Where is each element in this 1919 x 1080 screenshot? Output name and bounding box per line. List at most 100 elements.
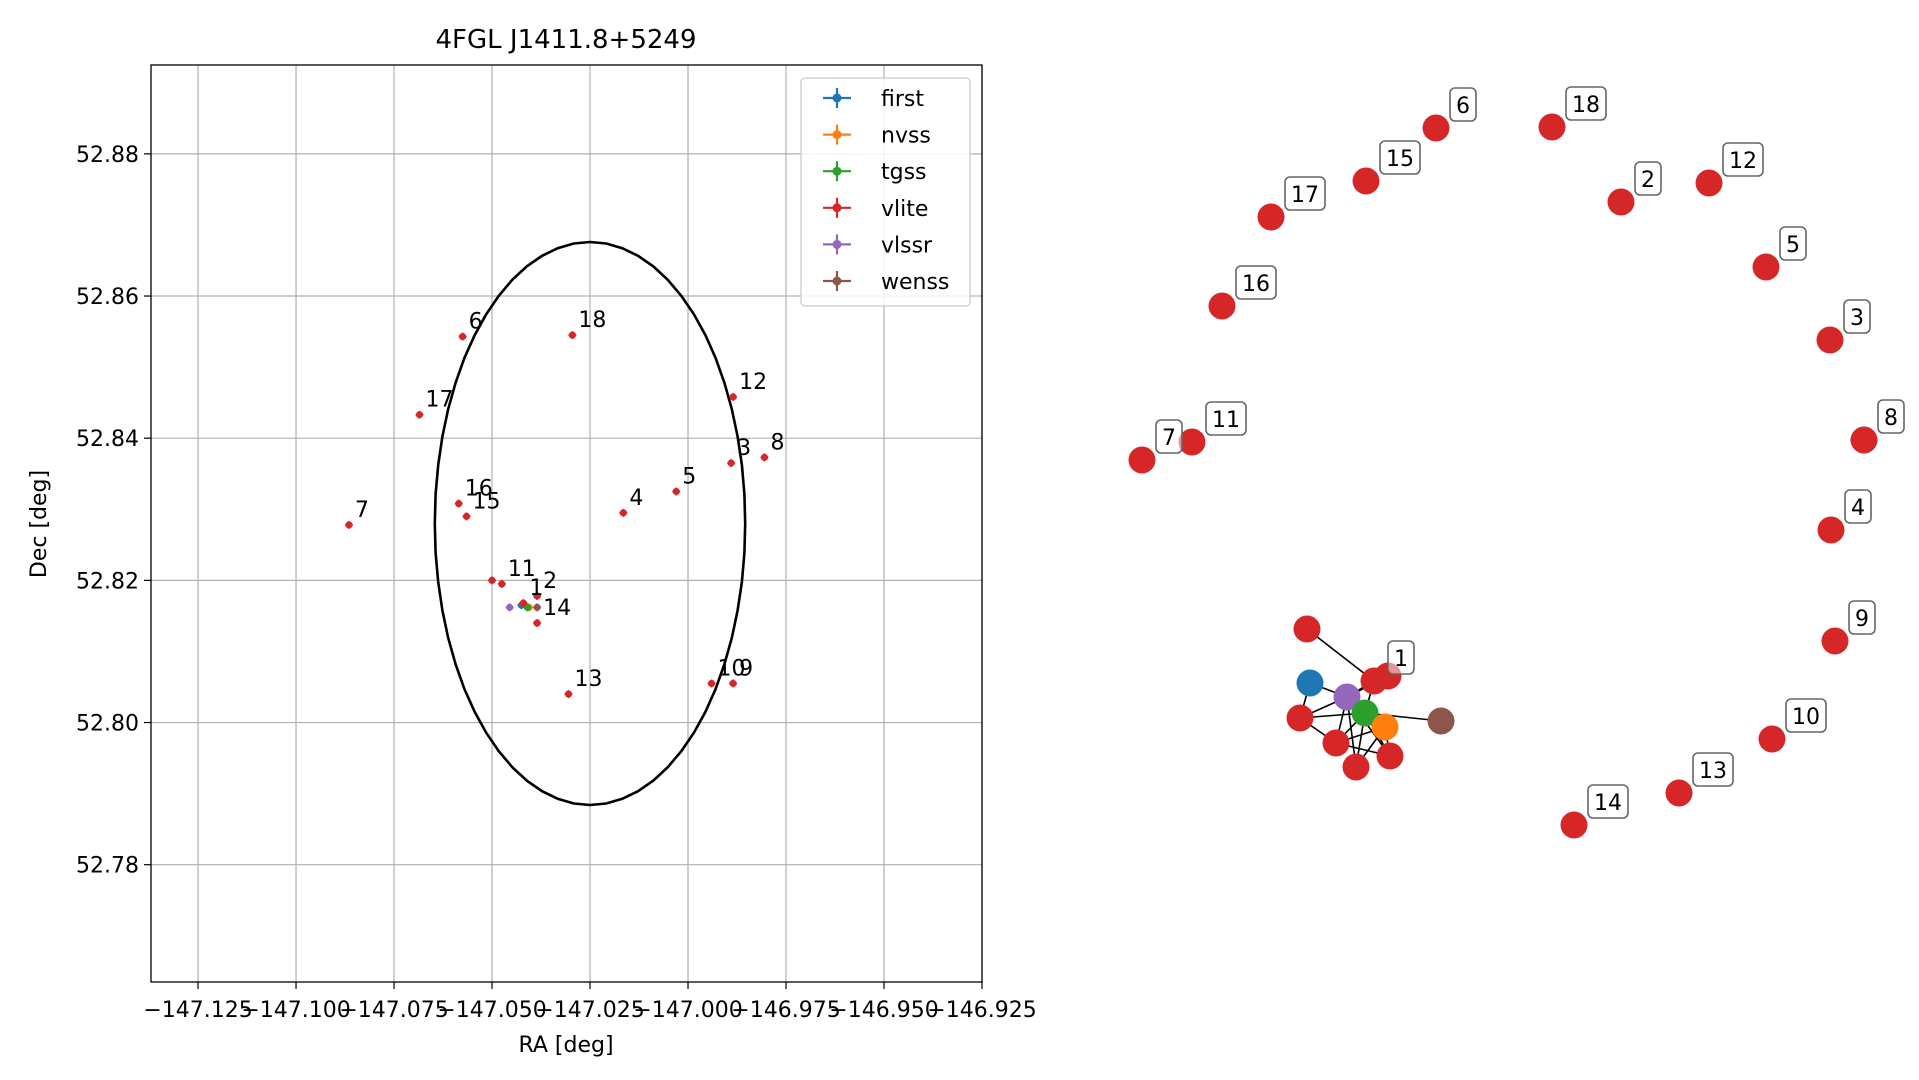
network-node-label: 7 [1162,426,1176,451]
network-node-label: 16 [1242,272,1270,297]
point-label: 17 [426,388,454,413]
network-node-label-box [1379,140,1421,175]
vlite-point [533,592,541,600]
network-node [1208,292,1236,320]
legend-entries: first nvss tgss vlite vlssr wenss [823,87,949,295]
legend-marker [832,166,842,176]
y-tick-label: 52.78 [76,854,139,879]
point-label: 3 [737,436,751,461]
y-ticks: 52.78 52.80 52.82 52.84 52.86 52.88 [76,143,151,879]
network-node-label-box [1284,176,1326,211]
network-node [1296,669,1324,697]
vlite-point [727,459,735,467]
network-node [1178,428,1206,456]
x-ticks: −147.125−147.100−147.075−147.050−147.025… [143,982,1037,1023]
vlite-point [707,679,716,688]
vlite-point [672,487,680,496]
legend-marker [832,276,842,286]
network-node-label-box [1235,265,1277,300]
vlite-point [462,512,471,520]
network-node-label: 1 [1394,647,1408,672]
x-tick-label: −146.975 [731,998,840,1023]
legend-label: first [881,87,924,112]
point-label: 15 [473,489,501,514]
point-label: 13 [574,667,602,692]
y-tick-label: 52.84 [76,427,139,452]
network-node [1821,627,1849,655]
network-edge [1306,628,1375,682]
legend-marker [832,239,842,249]
x-tick-label: −147.075 [339,998,448,1023]
x-tick-label: −146.950 [829,998,938,1023]
network-node [1371,713,1399,741]
network-node [1752,253,1780,281]
network-node-label-box [1843,299,1871,334]
x-tick-label: −147.100 [241,998,350,1023]
vlite-point [455,499,463,508]
network-node [1342,753,1370,781]
network-node-label: 15 [1386,147,1414,172]
network-node [1817,516,1845,544]
network-node-label: 13 [1699,759,1727,784]
vlite-point [729,679,737,688]
legend: first nvss tgss vlite vlssr wenss [800,77,971,307]
network-node-label-box [1155,419,1183,454]
point-label: 9 [739,656,753,681]
network-node-label-box [1387,640,1415,675]
vlite-point [568,331,576,339]
network-node-label-box [1844,489,1872,524]
network-node [1422,114,1450,142]
x-axis-label: RA [deg] [518,1033,613,1058]
network-node-label: 4 [1851,496,1865,521]
y-tick-label: 52.88 [76,143,139,168]
network-node-label: 2 [1641,168,1655,193]
network-node [1758,725,1786,753]
point-label: 14 [543,596,571,621]
point-label: 18 [578,308,606,333]
network-node [1351,699,1379,727]
vlite-point [619,509,627,517]
network-node [1128,446,1156,474]
network-node [1322,729,1350,757]
network-node-label: 12 [1729,149,1757,174]
network-node-label-box [1565,86,1607,121]
point-label: 7 [355,498,369,523]
vlite-point [729,393,737,401]
legend-label: vlite [881,197,928,222]
point-label: 16 [465,477,493,502]
legend-label: wenss [881,270,949,295]
legend-label: tgss [881,160,927,185]
point-label: 5 [682,465,696,490]
vlite-point [488,576,496,584]
vlite-point [564,690,573,698]
network-node-label: 10 [1792,705,1820,730]
network-node-label-box [1205,401,1247,436]
vlite-point [345,521,353,529]
network-node [1816,326,1844,354]
point-label: 2 [543,569,557,594]
network-node-label-box [1785,698,1827,733]
chart-title: 4FGL J1411.8+5249 [436,25,697,55]
network-node [1293,615,1321,643]
network-node [1538,113,1566,141]
vlite-point [498,580,506,588]
network-node-label-box [1848,600,1876,635]
y-axis-label: Dec [deg] [27,470,52,578]
vlite-point [459,332,467,341]
network-node-label-box [1779,226,1807,261]
point-label: 8 [770,430,784,455]
network-node-label-box [1722,142,1764,177]
network-node [1352,167,1380,195]
network-node-label: 3 [1850,306,1864,331]
network-node [1850,426,1878,454]
network-node [1665,779,1693,807]
point-label: 6 [469,310,483,335]
vlssr-point [506,603,514,611]
network-node [1607,188,1635,216]
y-tick-label: 52.80 [76,712,139,737]
network-node [1286,704,1314,732]
